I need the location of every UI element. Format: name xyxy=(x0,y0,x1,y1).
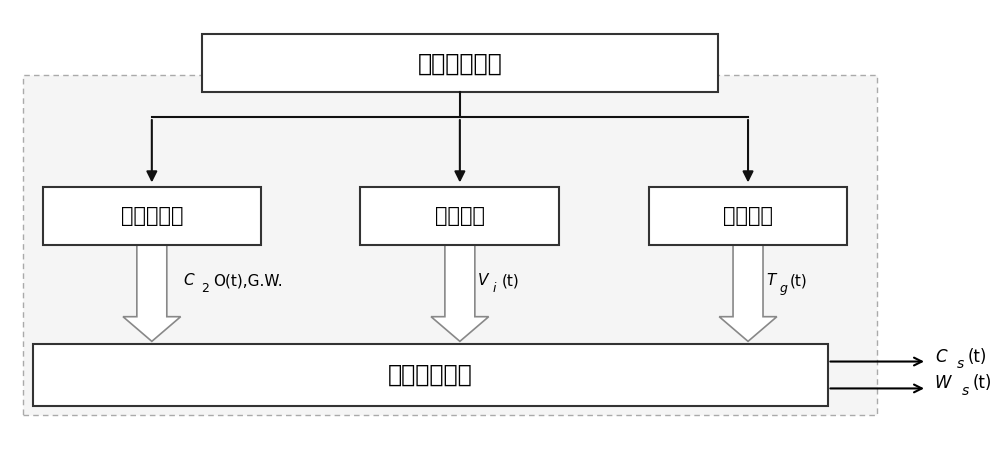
Text: 其他控制量: 其他控制量 xyxy=(121,206,183,226)
Text: 2: 2 xyxy=(202,282,209,295)
Text: C: C xyxy=(935,347,946,365)
Text: T: T xyxy=(766,273,775,288)
Polygon shape xyxy=(431,245,489,341)
Text: O(t),G.W.: O(t),G.W. xyxy=(213,273,283,288)
Text: C: C xyxy=(184,273,194,288)
Polygon shape xyxy=(123,245,181,341)
Text: (t): (t) xyxy=(502,273,519,288)
Text: 双孢菇的产量: 双孢菇的产量 xyxy=(388,363,472,387)
Bar xyxy=(202,34,718,93)
Polygon shape xyxy=(719,245,777,341)
Bar xyxy=(33,344,828,406)
Text: (t): (t) xyxy=(790,273,808,288)
Text: i: i xyxy=(493,282,496,295)
Text: g: g xyxy=(780,282,788,295)
Text: s: s xyxy=(957,357,964,371)
Text: (t): (t) xyxy=(973,375,992,392)
Bar xyxy=(649,187,847,245)
Text: 湿度模型: 湿度模型 xyxy=(435,206,485,226)
Text: 最优控制程序: 最优控制程序 xyxy=(417,51,502,75)
Text: s: s xyxy=(962,384,969,398)
Bar xyxy=(43,187,261,245)
Text: V: V xyxy=(478,273,488,288)
Text: 温度模型: 温度模型 xyxy=(723,206,773,226)
Text: W: W xyxy=(935,375,951,392)
Text: (t): (t) xyxy=(968,347,987,365)
Bar xyxy=(23,74,877,415)
Bar xyxy=(360,187,559,245)
